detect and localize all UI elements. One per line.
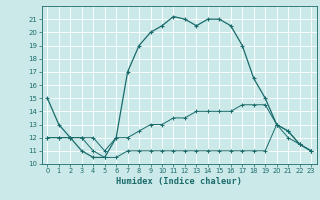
X-axis label: Humidex (Indice chaleur): Humidex (Indice chaleur) <box>116 177 242 186</box>
